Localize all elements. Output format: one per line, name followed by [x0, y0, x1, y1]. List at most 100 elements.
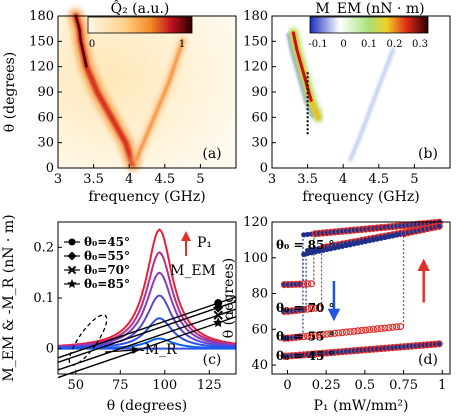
x-tick-label: 100 — [152, 378, 177, 393]
y-tick-label: 120 — [29, 60, 54, 75]
filled-point — [378, 235, 384, 241]
moment-branch-core — [291, 31, 313, 102]
hollow-point — [307, 305, 316, 313]
x-tick-label: 3 — [54, 172, 62, 187]
panel-d-y-label: θ (degrees) — [221, 258, 237, 338]
legend-label: θ₀=70° — [84, 263, 130, 277]
hollow-point — [435, 340, 443, 348]
y-tick-label: 180 — [243, 9, 268, 24]
filled-point — [305, 231, 311, 238]
hollow-point — [311, 331, 319, 339]
panel-b-colorbar-title: M_EM (nN · m) — [315, 1, 424, 17]
panel-c-content — [57, 228, 237, 379]
series-label: θ₀ = 45 ° — [276, 349, 335, 363]
series-label: θ₀ = 55 ° — [276, 329, 335, 343]
hollow-point — [300, 305, 308, 314]
y-tick-label: 150 — [29, 34, 54, 49]
colorbar-tick-label: 0 — [340, 39, 346, 50]
panel-b: M_EM (nN · m) -0.1 0 0.1 0.2 0.3 (b) 3 3.5 4 4.… — [243, 1, 451, 205]
panel-d: (d) 0 0.25 0.5 0.75 1 40 60 80 100 120 P₁ (mW/mm… — [221, 215, 451, 414]
panel-d-x-label: P₁ (mW/mm²) — [314, 398, 409, 414]
filled-point — [359, 239, 365, 245]
panel-b-x-label: frequency (GHz) — [302, 189, 419, 205]
filled-point — [332, 245, 338, 251]
filled-point — [328, 246, 334, 252]
x-tick-label: 5 — [410, 172, 418, 187]
resonance-branch — [134, 39, 185, 162]
mr-line — [57, 300, 237, 364]
panel-a-colorbar-tick-0: 0 — [89, 39, 95, 50]
filled-point — [366, 238, 373, 244]
panel-d-series-labels: θ₀ = 85 ° θ₀ = 70 ° θ₀ = 55 ° θ₀ = 45 ° — [276, 238, 335, 363]
hollow-point — [369, 325, 377, 333]
x-tick-label: 125 — [197, 378, 222, 393]
y-tick-label: 120 — [243, 215, 268, 230]
filled-point — [374, 236, 380, 242]
hollow-point — [393, 323, 401, 331]
panel-a-colorbar-title: Q̂₂ (a.u.) — [111, 0, 170, 17]
filled-point — [351, 241, 357, 247]
mem-curve — [58, 271, 237, 348]
hollow-point — [323, 330, 331, 338]
y-tick-label: 60 — [37, 110, 54, 125]
star-marker — [213, 317, 224, 328]
hollow-point — [435, 222, 443, 230]
y-tick-label: 0.1 — [33, 291, 54, 306]
panel-a-colorbar — [87, 16, 193, 34]
series-label: θ₀ = 85 ° — [276, 238, 335, 252]
resonance-branch-core — [74, 14, 88, 68]
panel-c-legend: θ₀=45°θ₀=55°θ₀=70°θ₀=85° — [64, 235, 130, 291]
panel-b-label: (b) — [418, 146, 438, 162]
hollow-point — [389, 323, 397, 331]
filled-point — [347, 242, 353, 248]
hollow-point — [338, 328, 347, 337]
filled-point — [335, 244, 342, 250]
y-tick-label: 0.2 — [33, 240, 54, 255]
x-tick-label: 4.5 — [154, 172, 175, 187]
panel-a-x-ticks: 3 3.5 4 4.5 5 — [54, 164, 205, 187]
panel-c-label: (c) — [203, 352, 222, 368]
diamond-marker — [213, 302, 224, 313]
panel-d-frame — [271, 221, 451, 375]
panel-a-colorbar-tick-1: 1 — [179, 39, 185, 50]
filled-point — [343, 242, 349, 249]
hollow-point — [381, 324, 389, 332]
x-tick-label: 50 — [68, 378, 85, 393]
filled-point — [339, 243, 346, 249]
y-tick-label: 40 — [251, 358, 268, 373]
hollow-point — [365, 326, 374, 334]
moment-branch-weak — [348, 47, 396, 162]
filled-point — [355, 240, 361, 246]
hollow-point — [354, 327, 362, 335]
legend-label: θ₀=85° — [84, 277, 130, 291]
hollow-point — [334, 329, 343, 337]
panel-a: Q̂₂ (a.u.) 0 1 (a) 3 3.5 4 4.5 5 0 30 60 90 120 1… — [2, 0, 237, 205]
x-tick-label: 1 — [438, 378, 446, 393]
mem-curve — [57, 228, 237, 347]
hollow-point — [307, 280, 316, 288]
panel-b-y-ticks: 0 30 60 90 120 150 180 — [243, 9, 276, 176]
hollow-point — [350, 327, 358, 335]
x-tick-label: 3.5 — [83, 172, 104, 187]
hollow-point — [304, 305, 312, 313]
filled-point — [394, 232, 400, 238]
mem-curve — [57, 294, 237, 349]
panel-a-branches — [67, 8, 188, 172]
x-tick-label: 5 — [196, 172, 204, 187]
mr-line — [57, 296, 237, 359]
panel-b-x-ticks: 3 3.5 4 4.5 5 — [268, 164, 419, 187]
mr-line — [57, 316, 237, 379]
hollow-point — [362, 326, 370, 334]
y-tick-label: 80 — [251, 287, 268, 302]
hollow-point — [331, 329, 339, 337]
filled-point — [363, 238, 369, 245]
x-tick-label: 4 — [125, 172, 133, 187]
panel-a-x-label: frequency (GHz) — [88, 189, 205, 205]
panel-c-mr-arrow — [104, 346, 140, 355]
panel-c-x-ticks: 50 75 100 125 — [68, 370, 222, 393]
x-tick-label: 3.5 — [297, 172, 318, 187]
x-tick-label: 0 — [283, 378, 291, 393]
y-tick-label: 60 — [251, 110, 268, 125]
hollow-point — [373, 325, 381, 333]
filled-point — [320, 247, 326, 253]
